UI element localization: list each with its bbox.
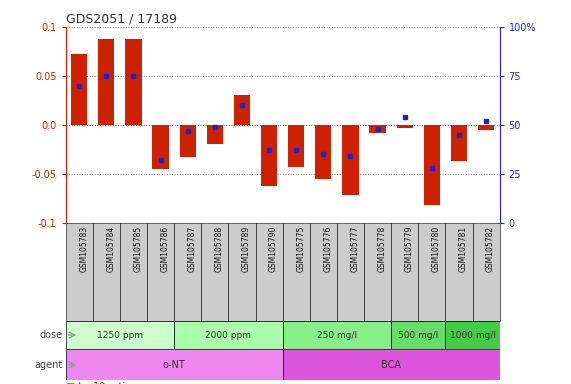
Text: GSM105784: GSM105784 <box>106 226 115 272</box>
Text: 500 mg/l: 500 mg/l <box>398 331 439 339</box>
Text: BCA: BCA <box>381 360 401 370</box>
Bar <box>98 39 114 125</box>
Text: GDS2051 / 17189: GDS2051 / 17189 <box>66 13 176 26</box>
Bar <box>391 321 445 349</box>
Text: GSM105778: GSM105778 <box>377 226 387 272</box>
Bar <box>255 223 283 321</box>
Bar <box>445 321 500 349</box>
Text: 1250 ppm: 1250 ppm <box>97 331 143 339</box>
Bar <box>424 125 440 205</box>
Bar <box>261 125 278 187</box>
Bar <box>147 223 174 321</box>
Text: 250 mg/l: 250 mg/l <box>317 331 357 339</box>
Bar <box>66 321 174 349</box>
Bar <box>283 321 391 349</box>
Bar <box>228 223 255 321</box>
Bar <box>337 223 364 321</box>
Text: GSM105785: GSM105785 <box>134 226 143 272</box>
Text: 2000 ppm: 2000 ppm <box>206 331 251 339</box>
Bar <box>174 321 283 349</box>
Text: GSM105776: GSM105776 <box>323 226 332 272</box>
Bar <box>342 125 359 195</box>
Text: GSM105787: GSM105787 <box>188 226 197 272</box>
Text: GSM105783: GSM105783 <box>79 226 89 272</box>
Text: GSM105786: GSM105786 <box>160 226 170 272</box>
Text: 1000 mg/l: 1000 mg/l <box>449 331 496 339</box>
Bar <box>364 223 391 321</box>
Text: dose: dose <box>40 330 63 340</box>
Text: GSM105788: GSM105788 <box>215 226 224 272</box>
Bar <box>369 125 386 132</box>
Bar <box>71 54 87 125</box>
Bar <box>234 96 250 125</box>
Bar <box>288 125 304 167</box>
Bar <box>179 125 196 157</box>
Bar <box>451 125 467 161</box>
Bar <box>66 223 93 321</box>
Bar <box>66 349 283 380</box>
Bar <box>396 125 413 128</box>
Text: GSM105781: GSM105781 <box>459 226 468 272</box>
Bar <box>174 223 202 321</box>
Bar <box>152 125 169 169</box>
Text: GSM105790: GSM105790 <box>269 226 278 272</box>
Text: ■ log10 ratio: ■ log10 ratio <box>66 382 131 384</box>
Bar <box>207 125 223 144</box>
Text: agent: agent <box>35 360 63 370</box>
Bar <box>309 223 337 321</box>
Text: o-NT: o-NT <box>163 360 186 370</box>
Bar <box>315 125 331 179</box>
Bar <box>120 223 147 321</box>
Text: GSM105777: GSM105777 <box>351 226 360 272</box>
Text: GSM105789: GSM105789 <box>242 226 251 272</box>
Bar <box>391 223 418 321</box>
Bar <box>93 223 120 321</box>
Text: GSM105779: GSM105779 <box>405 226 414 272</box>
Text: GSM105775: GSM105775 <box>296 226 305 272</box>
Bar <box>418 223 445 321</box>
Bar <box>283 349 500 380</box>
Text: GSM105780: GSM105780 <box>432 226 441 272</box>
Bar <box>445 223 473 321</box>
Bar <box>283 223 309 321</box>
Bar <box>473 223 500 321</box>
Bar <box>202 223 228 321</box>
Bar <box>478 125 494 130</box>
Text: GSM105782: GSM105782 <box>486 226 495 272</box>
Bar <box>126 39 142 125</box>
